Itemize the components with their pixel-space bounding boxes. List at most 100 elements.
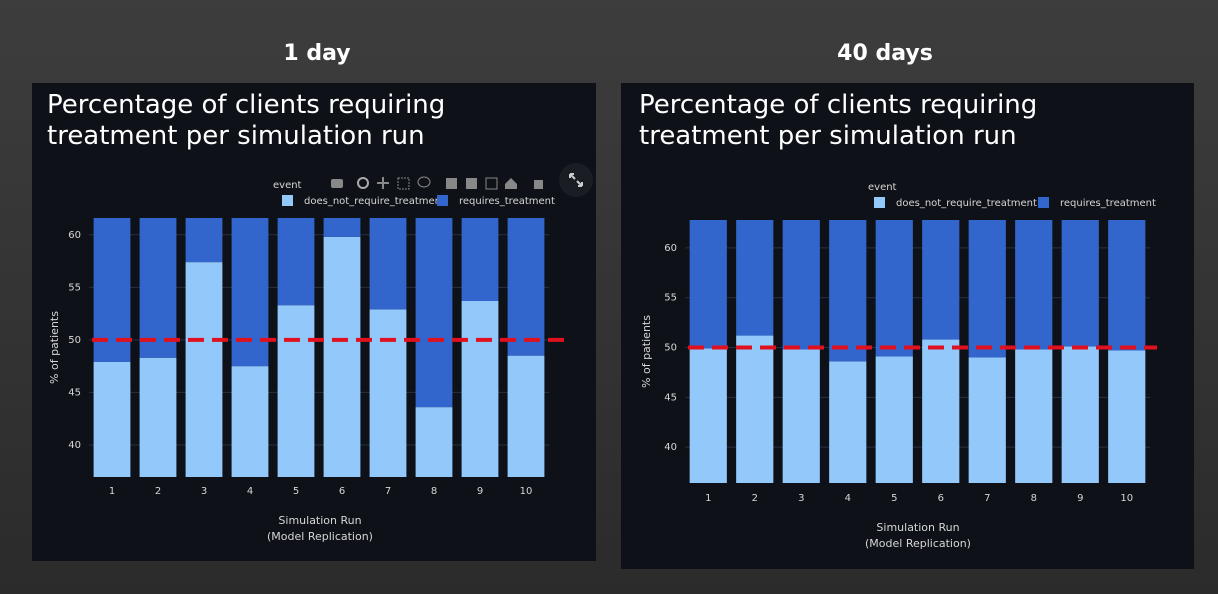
- y-tick-label: 45: [68, 387, 81, 398]
- bar-segment: [185, 262, 223, 477]
- x-tick-label: 10: [520, 486, 533, 497]
- legend-label: does_not_require_treatment: [896, 198, 1037, 209]
- bars: [93, 218, 545, 477]
- y-tick-label: 40: [68, 440, 81, 451]
- y-axis-label: % of patients: [48, 311, 61, 384]
- bar-segment: [461, 218, 499, 302]
- x-tick-label: 9: [1077, 493, 1083, 504]
- x-tick-label: 4: [247, 486, 253, 497]
- x-tick-label: 3: [798, 493, 804, 504]
- x-tick-label: 10: [1120, 493, 1133, 504]
- bar-segment: [507, 218, 545, 356]
- bar-segment: [369, 218, 407, 310]
- bar-segment: [507, 355, 545, 477]
- bar-segment: [829, 361, 867, 483]
- pan-icon[interactable]: [377, 177, 389, 189]
- legend-title: event: [868, 182, 897, 193]
- panel-heading: 1 day: [283, 41, 351, 66]
- bar-segment: [277, 218, 315, 306]
- bar-segment: [277, 305, 315, 477]
- bar-segment: [323, 236, 361, 477]
- x-tick-label: 8: [1031, 493, 1037, 504]
- fullscreen-icon[interactable]: [569, 173, 583, 187]
- zoom-icon[interactable]: [357, 177, 369, 189]
- plotly-icon[interactable]: [534, 180, 543, 189]
- legend-swatch: [282, 195, 293, 206]
- legend-swatch: [874, 197, 885, 208]
- select-icon[interactable]: [397, 177, 410, 190]
- x-tick-label: 5: [293, 486, 299, 497]
- x-tick-label: 6: [938, 493, 944, 504]
- x-axis-label: Simulation Run: [278, 514, 361, 527]
- x-tick-label: 7: [984, 493, 990, 504]
- x-tick-label: 8: [431, 486, 437, 497]
- chart-title: Percentage of clients requiring treatmen…: [639, 90, 1038, 151]
- x-tick-label: 4: [845, 493, 851, 504]
- bar-segment: [782, 220, 820, 350]
- bar-segment: [1015, 349, 1053, 483]
- bar-segment: [139, 357, 177, 477]
- x-axis-label: (Model Replication): [267, 530, 373, 543]
- bar-segment: [736, 335, 774, 483]
- zoom-out-icon[interactable]: [466, 178, 477, 189]
- y-axis-label: % of patients: [640, 315, 653, 388]
- zoom-in-icon[interactable]: [446, 178, 457, 189]
- bar-segment: [185, 218, 223, 263]
- bar-segment: [922, 220, 960, 340]
- bar-segment: [369, 309, 407, 477]
- autoscale-icon[interactable]: [485, 177, 498, 190]
- y-tick-label: 50: [68, 335, 81, 346]
- bar-segment: [829, 220, 867, 362]
- fullscreen-button[interactable]: [559, 163, 593, 197]
- bar-segment: [1061, 346, 1099, 483]
- legend-swatch: [437, 195, 448, 206]
- x-tick-label: 6: [339, 486, 345, 497]
- bar-segment: [689, 348, 727, 483]
- bar-segment: [689, 220, 727, 349]
- x-tick-label: 3: [201, 486, 207, 497]
- x-axis-label: Simulation Run: [876, 521, 959, 534]
- x-tick-label: 1: [109, 486, 115, 497]
- lasso-icon[interactable]: [417, 176, 431, 188]
- bar-segment: [323, 218, 361, 237]
- camera-icon[interactable]: [331, 179, 343, 188]
- bar-segment: [415, 407, 453, 477]
- bar-segment: [782, 349, 820, 483]
- x-tick-label: 2: [752, 493, 758, 504]
- bar-segment: [875, 356, 913, 483]
- bar-segment: [139, 218, 177, 358]
- panel-heading: 40 days: [837, 41, 933, 66]
- bar-segment: [968, 220, 1006, 358]
- y-tick-label: 60: [68, 230, 81, 241]
- bar-segment: [1108, 220, 1146, 351]
- legend-title: event: [273, 180, 302, 191]
- x-tick-label: 7: [385, 486, 391, 497]
- bar-segment: [968, 357, 1006, 483]
- bar-segment: [922, 339, 960, 483]
- legend-label: requires_treatment: [1060, 198, 1156, 209]
- x-tick-label: 1: [705, 493, 711, 504]
- legend-swatch: [1038, 197, 1049, 208]
- bar-segment: [461, 301, 499, 477]
- bar-segment: [231, 366, 269, 477]
- y-tick-label: 40: [664, 442, 677, 453]
- x-tick-label: 9: [477, 486, 483, 497]
- y-tick-label: 45: [664, 392, 677, 403]
- x-tick-label: 5: [891, 493, 897, 504]
- bar-segment: [736, 220, 774, 336]
- bars: [689, 220, 1146, 483]
- y-tick-label: 55: [68, 282, 81, 293]
- bar-segment: [415, 218, 453, 408]
- bar-segment: [875, 220, 913, 357]
- bar-segment: [93, 361, 131, 477]
- bar-segment: [1015, 220, 1053, 350]
- toolbar[interactable]: [331, 176, 543, 190]
- y-tick-label: 55: [664, 293, 677, 304]
- chart-title: Percentage of clients requiring treatmen…: [47, 90, 446, 151]
- reset-icon[interactable]: [505, 178, 517, 189]
- legend-label: requires_treatment: [459, 196, 555, 207]
- x-axis-label: (Model Replication): [865, 537, 971, 550]
- bar-segment: [1061, 220, 1099, 347]
